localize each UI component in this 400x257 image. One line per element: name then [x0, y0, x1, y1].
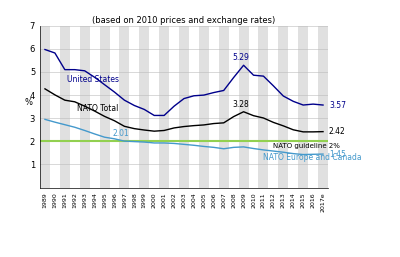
Text: 2.01: 2.01 [112, 129, 129, 138]
Bar [60, 26, 70, 188]
Bar [159, 26, 169, 188]
Bar [239, 26, 248, 188]
Bar [258, 26, 268, 188]
Text: NATO Total: NATO Total [77, 104, 118, 114]
Bar [100, 26, 110, 188]
Bar [139, 26, 149, 188]
Text: NATO Europe and Canada: NATO Europe and Canada [264, 153, 362, 162]
Y-axis label: %: % [24, 98, 32, 107]
Title: (based on 2010 prices and exchange rates): (based on 2010 prices and exchange rates… [92, 16, 276, 25]
Bar [298, 26, 308, 188]
Bar [278, 26, 288, 188]
Text: United States: United States [67, 75, 119, 84]
Bar [318, 26, 328, 188]
Bar [40, 26, 50, 188]
Bar [219, 26, 229, 188]
Text: 2.42: 2.42 [329, 127, 346, 136]
Bar [120, 26, 129, 188]
Bar [179, 26, 189, 188]
Text: NATO guideline 2%: NATO guideline 2% [273, 143, 340, 149]
Bar [80, 26, 90, 188]
Text: 5.29: 5.29 [232, 53, 249, 62]
Text: 3.57: 3.57 [329, 100, 346, 109]
Text: 1.45: 1.45 [329, 150, 346, 159]
Text: 3.28: 3.28 [232, 100, 249, 109]
Bar [199, 26, 209, 188]
